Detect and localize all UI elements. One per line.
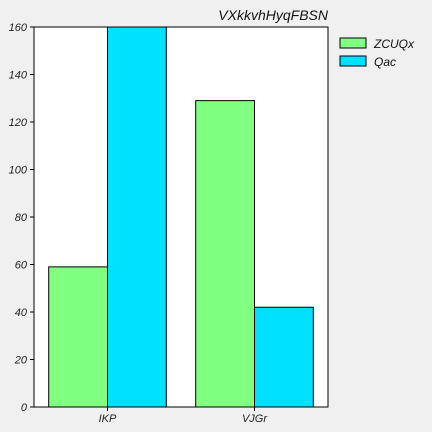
chart-title: VXkkvhHyqFBSN (218, 7, 329, 23)
x-tick-label: VJGr (242, 413, 268, 425)
legend-label-Qac: Qac (374, 55, 396, 69)
y-tick-label: 0 (21, 402, 28, 414)
y-tick-label: 140 (9, 70, 28, 82)
bar-Qac-VJGr (254, 306, 314, 408)
y-tick-label: 160 (9, 22, 28, 34)
y-tick-label: 100 (9, 165, 28, 177)
bar-Qac-IKP (107, 26, 167, 408)
x-tick-label: IKP (99, 413, 117, 425)
y-tick-label: 80 (15, 212, 28, 224)
y-tick-label: 60 (15, 260, 28, 272)
bars-layer (48, 26, 314, 408)
bar-ZCUQx-VJGr (195, 100, 255, 408)
y-tick-label: 40 (15, 307, 28, 319)
y-tick-label: 20 (14, 355, 28, 367)
y-tick-label: 120 (9, 117, 28, 129)
legend-label-ZCUQx: ZCUQx (373, 37, 415, 51)
bar-ZCUQx-IKP (48, 266, 108, 408)
legend-swatch-Qac (339, 55, 367, 67)
axis-layer: IKP VJGr 0 20 40 60 80 100 120 140 160 (9, 22, 269, 425)
legend-swatch-ZCUQx (339, 37, 367, 49)
legend: ZCUQx Qac (339, 37, 415, 69)
